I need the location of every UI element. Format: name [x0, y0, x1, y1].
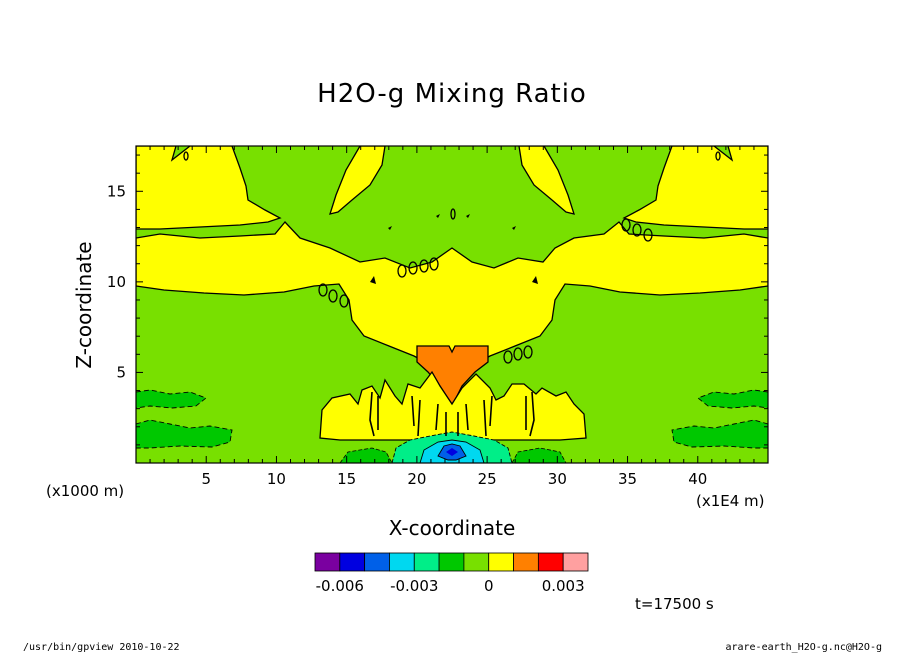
colorbar-swatch	[364, 552, 390, 572]
tiny-dark-specks	[370, 214, 538, 284]
upper-right-yellow-region	[622, 146, 768, 230]
low-dark-green-band-left	[136, 389, 207, 409]
x-tick-label: 20	[407, 470, 426, 488]
upper-center-left-yellow-region	[329, 146, 386, 215]
y-tick-label: 5	[116, 363, 126, 381]
colorbar-swatch	[562, 552, 589, 572]
convective-contour-lines	[369, 391, 535, 437]
contour-field	[136, 146, 768, 463]
colorbar-tick-label: -0.006	[316, 577, 364, 595]
y-tick-label: 10	[107, 273, 126, 291]
colorbar-swatch	[389, 552, 415, 572]
x-tick-label: 10	[267, 470, 286, 488]
upper-left-yellow-region	[136, 146, 282, 230]
x-tick-label: 5	[201, 470, 211, 488]
colorbar-tick-label: 0	[484, 577, 494, 595]
colorbar-swatch	[339, 552, 366, 572]
colorbar-swatch	[513, 552, 539, 572]
x-tick-label: 25	[478, 470, 497, 488]
x-unit-right: (x1E4 m)	[696, 492, 765, 510]
colorbar-swatch	[463, 552, 490, 572]
colorbar-swatch	[488, 552, 514, 572]
low-dark-green-band-right	[697, 389, 768, 409]
x-tick-label: 35	[618, 470, 637, 488]
colorbar-swatch	[537, 552, 564, 572]
surface-deep-blue-region	[446, 448, 458, 456]
colorbar-swatch	[413, 552, 440, 572]
surface-dark-green-band-left	[136, 419, 233, 449]
y-tick-label: 15	[107, 182, 126, 200]
colorbar-swatch	[438, 552, 465, 572]
x-axis-label: X-coordinate	[389, 516, 516, 540]
colorbar-tick-label: -0.003	[390, 577, 438, 595]
surface-dark-green-band-right	[671, 419, 768, 449]
y-axis-label: Z-coordinate	[72, 241, 96, 368]
time-label: t=17500 s	[635, 595, 714, 613]
x-tick-label: 30	[548, 470, 567, 488]
oscillating-contour-rings	[183, 151, 721, 364]
x-tick-label: 40	[688, 470, 707, 488]
lower-yellow-region	[319, 370, 587, 441]
x-unit-left: (x1000 m)	[46, 482, 124, 500]
upper-center-right-yellow-region	[518, 146, 575, 215]
plot-frame	[135, 145, 769, 464]
axis-ticks: 5 10 15 20 25 30 35 40 5 10 15	[107, 146, 768, 488]
colorbar: -0.006 -0.003 0 0.003	[314, 552, 589, 595]
chart-title: H2O-g Mixing Ratio	[317, 79, 587, 109]
footer-left: /usr/bin/gpview 2010-10-22	[23, 642, 180, 653]
footer-right: arare-earth_H2O-g.nc@H2O-g	[725, 642, 882, 653]
colorbar-tick-label: 0.003	[542, 577, 585, 595]
x-tick-label: 15	[337, 470, 356, 488]
colorbar-swatch	[314, 552, 341, 572]
mid-yellow-region	[136, 221, 768, 373]
